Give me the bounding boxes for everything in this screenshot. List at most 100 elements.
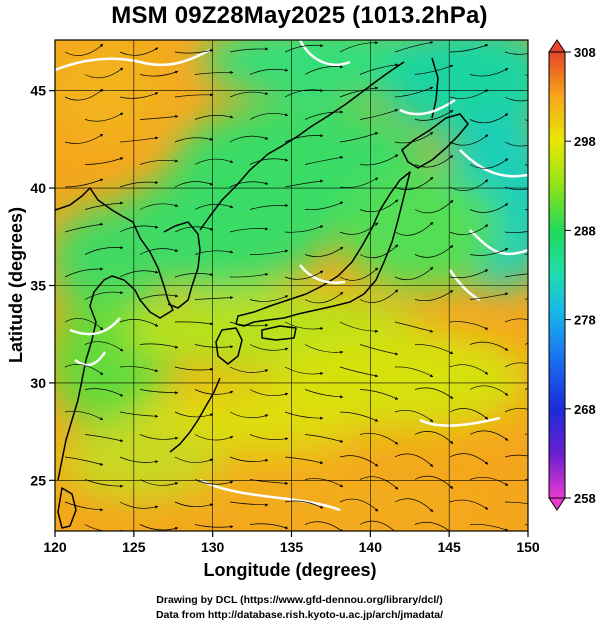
y-tick-label: 45 — [30, 83, 46, 99]
streamline — [394, 41, 434, 53]
coastline-hokkaido — [401, 113, 469, 169]
streamline — [339, 132, 379, 143]
streamline — [414, 475, 454, 489]
x-axis-label: Longitude (degrees) — [203, 560, 376, 580]
streamline — [249, 112, 289, 120]
streamline — [194, 158, 234, 165]
streamline — [414, 64, 454, 75]
streamline — [504, 231, 528, 233]
streamline — [469, 341, 509, 351]
chart-title: MSM 09Z28May2025 (1013.2hPa) — [111, 2, 488, 29]
streamline — [449, 89, 489, 99]
coastline-kyushu — [215, 327, 243, 365]
colorbar-tick-label: 288 — [574, 223, 596, 238]
streamline — [359, 432, 399, 445]
streamline — [84, 157, 124, 165]
streamline — [229, 411, 269, 419]
colorbar: 308 298 288 278 268 258 — [548, 39, 596, 511]
streamline — [249, 249, 289, 255]
streamline — [284, 321, 324, 331]
streamline — [284, 270, 324, 280]
streamline — [194, 389, 234, 395]
colorbar-bottom-triangle — [548, 497, 566, 511]
y-axis-ticks: 25 30 35 40 45 — [30, 83, 55, 488]
streamline — [304, 110, 344, 120]
streamline — [139, 524, 179, 531]
streamline — [504, 454, 528, 458]
streamline — [249, 344, 289, 351]
streamline — [339, 411, 379, 422]
streamline — [449, 364, 489, 375]
credit-line-drawing: Drawing by DCL (https://www.gfd-dennou.o… — [156, 594, 443, 606]
streamline — [304, 291, 344, 304]
streamline — [449, 224, 489, 235]
streamline — [414, 245, 454, 258]
colorbar-tick-label: 308 — [574, 45, 596, 60]
streamline — [229, 91, 269, 98]
streamline — [64, 456, 104, 466]
streamline — [139, 389, 179, 395]
streamline — [449, 44, 489, 53]
streamline — [469, 385, 509, 396]
streamline — [139, 115, 179, 120]
streamline — [84, 67, 124, 79]
streamline — [394, 409, 434, 423]
x-tick-label: 125 — [122, 539, 146, 555]
streamline — [249, 203, 289, 210]
streamline — [194, 115, 234, 120]
coastline-korea — [163, 221, 201, 309]
streamline — [174, 366, 214, 372]
streamline — [504, 408, 528, 413]
streamline — [449, 408, 489, 420]
streamline — [414, 387, 454, 400]
streamline — [359, 389, 399, 400]
streamline — [504, 141, 528, 147]
streamline — [339, 86, 379, 98]
streamline — [394, 266, 434, 280]
streamline — [249, 434, 289, 441]
streamline — [194, 250, 234, 255]
streamline — [84, 341, 124, 352]
streamline — [64, 364, 104, 376]
streamline — [414, 289, 454, 302]
streamline — [174, 272, 214, 278]
streamline — [64, 133, 104, 144]
streamline — [504, 318, 528, 323]
streamline — [84, 524, 124, 531]
streamline — [119, 411, 159, 418]
streamline — [229, 456, 269, 463]
streamline — [339, 177, 379, 188]
streamline — [64, 501, 104, 512]
streamline — [84, 434, 124, 443]
streamline — [359, 520, 395, 531]
streamline — [394, 221, 434, 236]
streamline — [469, 68, 509, 77]
streamline — [119, 92, 159, 99]
streamline — [249, 158, 289, 165]
streamline — [394, 86, 434, 98]
streamline — [174, 456, 214, 463]
streamline — [139, 434, 179, 440]
streamline — [469, 203, 509, 213]
streamline — [284, 366, 324, 376]
streamline — [84, 290, 124, 300]
colorbar-top-triangle — [548, 39, 566, 53]
streamline — [249, 295, 289, 302]
streamline — [229, 47, 269, 53]
streamline — [284, 500, 324, 509]
streamline — [139, 294, 179, 300]
streamline — [174, 501, 214, 508]
streamline — [174, 49, 214, 54]
streamline — [119, 456, 159, 464]
streamline — [504, 51, 528, 55]
streamline — [249, 68, 289, 75]
streamline — [469, 292, 509, 300]
x-tick-label: 130 — [201, 539, 225, 555]
coastline-taiwan — [57, 487, 77, 529]
streamline — [414, 344, 454, 355]
streamline — [394, 453, 434, 468]
streamline — [359, 244, 399, 259]
streamline — [504, 273, 528, 278]
streamline — [504, 96, 528, 102]
streamline — [119, 366, 159, 372]
